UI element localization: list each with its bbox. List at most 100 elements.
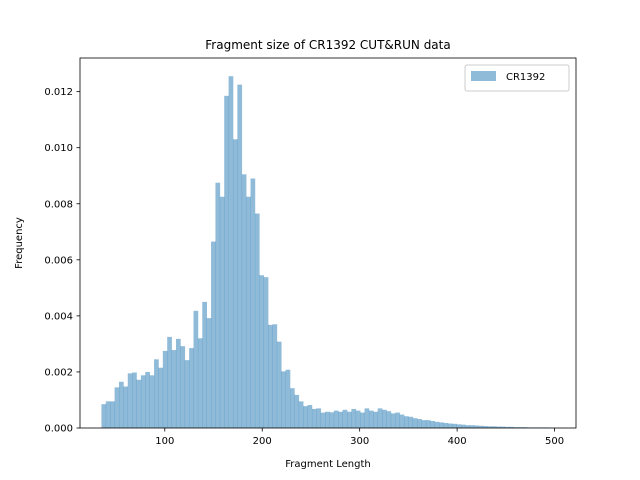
histogram-bar bbox=[303, 406, 308, 428]
x-axis-ticks: 100 200 300 400 500 bbox=[155, 428, 564, 447]
legend: CR1392 bbox=[464, 64, 570, 92]
histogram-bar bbox=[395, 412, 400, 428]
histogram-bar bbox=[175, 338, 181, 428]
histogram-bar bbox=[487, 426, 493, 428]
histogram-bar bbox=[447, 423, 453, 428]
histogram-bar bbox=[439, 422, 444, 428]
histogram-bar bbox=[355, 410, 361, 428]
histogram-bar bbox=[250, 178, 256, 428]
histogram-bar bbox=[224, 95, 229, 428]
histogram-bar bbox=[360, 412, 365, 428]
histogram-bar bbox=[276, 341, 282, 428]
x-tick-label: 500 bbox=[545, 436, 564, 447]
histogram-bar bbox=[465, 425, 471, 428]
x-tick-label: 200 bbox=[253, 436, 272, 447]
histogram-bar bbox=[149, 375, 155, 428]
histogram-bar bbox=[197, 338, 203, 428]
histogram-bar bbox=[154, 359, 159, 428]
y-tick-label: 0.012 bbox=[44, 87, 73, 98]
histogram-bar bbox=[127, 373, 133, 428]
histogram-bar bbox=[430, 420, 436, 428]
histogram-bar bbox=[474, 425, 479, 428]
histogram-bar bbox=[123, 386, 129, 428]
histogram-bar bbox=[496, 426, 501, 428]
histogram-bar bbox=[136, 379, 142, 428]
histogram-bar bbox=[211, 241, 216, 428]
histogram-bar bbox=[325, 411, 330, 428]
histogram-bar bbox=[377, 408, 383, 428]
x-tick-label: 400 bbox=[448, 436, 467, 447]
histogram-bar bbox=[500, 426, 506, 428]
histogram-bar bbox=[333, 410, 339, 428]
histogram-bar bbox=[180, 346, 186, 428]
histogram-bar bbox=[114, 387, 120, 428]
histogram-bar bbox=[272, 324, 278, 428]
histogram-bar bbox=[417, 419, 422, 428]
y-tick-label: 0.004 bbox=[44, 311, 73, 322]
histogram-bar bbox=[140, 375, 146, 428]
histogram-bar bbox=[469, 425, 475, 428]
histogram-bar bbox=[263, 277, 269, 428]
histogram-bar bbox=[368, 410, 374, 428]
histogram-bar bbox=[184, 360, 190, 428]
histogram-bar bbox=[241, 174, 247, 428]
histogram-bar bbox=[132, 372, 137, 428]
histogram-bar bbox=[254, 213, 260, 428]
y-tick-label: 0.000 bbox=[44, 424, 73, 435]
histogram-bar bbox=[294, 394, 300, 428]
histogram-bar bbox=[320, 412, 326, 428]
histogram-bar bbox=[478, 425, 484, 428]
histogram-bar bbox=[259, 275, 264, 428]
histogram-bar bbox=[219, 196, 225, 428]
x-tick-label: 300 bbox=[350, 436, 369, 447]
chart-title: Fragment size of CR1392 CUT&RUN data bbox=[205, 38, 450, 52]
legend-label: CR1392 bbox=[506, 72, 545, 83]
histogram-bar bbox=[162, 350, 168, 428]
histogram-bar bbox=[246, 196, 251, 428]
histogram-bar bbox=[386, 411, 392, 428]
histogram-bar bbox=[338, 411, 343, 428]
histogram-bar bbox=[408, 416, 414, 428]
histogram-bar bbox=[316, 408, 321, 428]
axes-frame bbox=[79, 57, 577, 429]
histogram-bar bbox=[290, 388, 295, 428]
y-tick-label: 0.002 bbox=[44, 367, 73, 378]
histogram-bar bbox=[399, 414, 405, 428]
histogram-bar bbox=[329, 412, 335, 428]
histogram-bar bbox=[351, 408, 357, 428]
histogram-bar bbox=[373, 411, 378, 428]
histogram-bar bbox=[364, 408, 370, 428]
histogram-bar bbox=[491, 426, 497, 428]
x-axis-label: Fragment Length bbox=[285, 459, 370, 470]
histogram-bar bbox=[347, 411, 352, 428]
histogram-bar bbox=[482, 426, 488, 428]
histogram-bar bbox=[518, 427, 523, 428]
histogram-bar bbox=[382, 409, 387, 428]
histogram-bar bbox=[425, 420, 431, 428]
histogram-bar bbox=[193, 310, 199, 428]
histogram-bar bbox=[307, 405, 313, 428]
histogram-bar bbox=[189, 348, 194, 428]
histogram-bar bbox=[513, 427, 519, 428]
histogram-bar bbox=[268, 324, 273, 428]
histogram-bar bbox=[281, 371, 286, 428]
histogram-bar bbox=[461, 424, 466, 428]
histogram-bar bbox=[311, 408, 317, 428]
histogram-bars bbox=[101, 76, 554, 429]
y-tick-label: 0.006 bbox=[44, 255, 73, 266]
histogram-bar bbox=[285, 369, 291, 428]
histogram-bar bbox=[434, 421, 440, 428]
histogram-bar bbox=[167, 336, 172, 428]
histogram-bar bbox=[158, 367, 164, 428]
y-axis-label: Frequency bbox=[14, 217, 25, 269]
y-tick-label: 0.010 bbox=[44, 143, 73, 154]
x-tick-label: 100 bbox=[155, 436, 174, 447]
histogram-bar bbox=[452, 423, 457, 428]
histogram-bar bbox=[504, 426, 510, 428]
histogram-bar bbox=[342, 409, 348, 428]
histogram-bar bbox=[298, 401, 304, 428]
histogram-bar bbox=[412, 418, 418, 428]
histogram-bar bbox=[101, 404, 107, 428]
histogram-bar bbox=[522, 427, 528, 428]
